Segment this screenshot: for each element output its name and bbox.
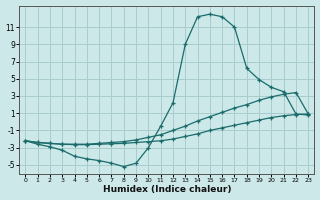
X-axis label: Humidex (Indice chaleur): Humidex (Indice chaleur) bbox=[103, 185, 231, 194]
